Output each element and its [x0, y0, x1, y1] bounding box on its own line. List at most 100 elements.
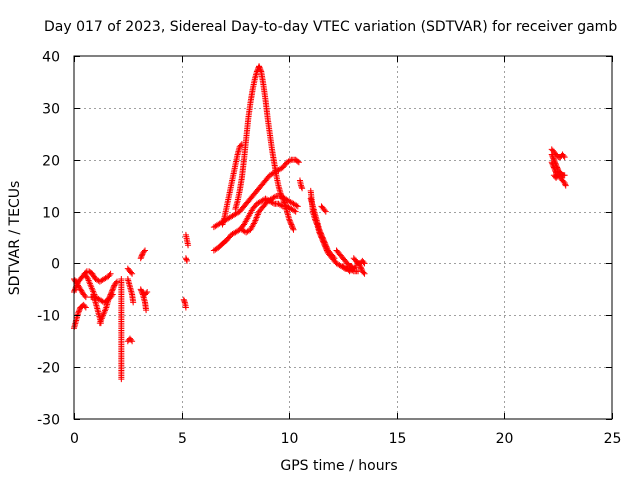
data-point: [288, 222, 295, 229]
data-point: [256, 63, 263, 70]
data-point: [105, 295, 112, 302]
data-point: [549, 152, 556, 159]
data-point: [76, 307, 83, 314]
data-point: [548, 159, 555, 166]
data-point: [294, 158, 301, 165]
y-tick-label: -30: [37, 413, 60, 429]
data-point: [350, 265, 357, 272]
y-tick-label: -10: [37, 309, 60, 325]
data-point: [361, 260, 368, 267]
data-point-group: [256, 63, 297, 233]
data-point-group: [307, 195, 338, 262]
data-point-group: [96, 278, 121, 327]
y-tick-label: 20: [42, 154, 60, 170]
data-point-group: [318, 203, 329, 215]
x-tick-label: 0: [70, 431, 79, 447]
data-point-group: [124, 335, 136, 345]
y-tick-labels: -30 -20 -10 0 10 20 30 40: [37, 50, 60, 429]
data-point: [323, 243, 330, 250]
data-point: [143, 307, 150, 314]
data-point: [317, 230, 324, 237]
x-tick-label: 5: [178, 431, 187, 447]
data-point-group: [124, 265, 136, 277]
y-tick-label: 30: [42, 102, 60, 118]
data-point: [82, 304, 89, 311]
data-point: [108, 290, 115, 297]
data-point: [257, 65, 264, 72]
x-tick-label: 15: [389, 431, 407, 447]
y-axis-label: SDTVAR / TECUs: [7, 181, 23, 296]
data-point: [286, 217, 293, 224]
x-tick-labels: 0 5 10 15 20 25: [70, 431, 621, 447]
data-point: [81, 292, 88, 299]
data-point: [321, 239, 328, 246]
data-point-group: [182, 231, 192, 249]
data-point: [106, 272, 113, 279]
data-point: [128, 336, 135, 343]
data-point: [318, 231, 325, 238]
data-point: [271, 193, 278, 200]
data-point-group: [296, 177, 306, 192]
data-point: [182, 304, 189, 311]
grid-lines: [74, 56, 612, 419]
data-point: [550, 164, 557, 171]
data-point: [84, 274, 91, 281]
data-point: [183, 256, 190, 263]
data-point-group: [86, 268, 114, 285]
data-point: [293, 202, 300, 209]
data-point: [107, 292, 114, 299]
data-point: [321, 207, 328, 214]
data-point: [361, 270, 368, 277]
y-tick-label: -20: [37, 361, 60, 377]
data-point: [286, 216, 293, 223]
data-point: [269, 199, 276, 206]
data-point: [182, 255, 189, 262]
data-point: [287, 220, 294, 227]
data-point: [349, 266, 356, 273]
data-point: [138, 253, 145, 260]
data-point: [75, 309, 82, 316]
data-point: [561, 172, 568, 179]
data-point: [292, 208, 299, 215]
data-point: [291, 207, 298, 214]
data-point: [256, 64, 263, 71]
data-point: [138, 252, 145, 259]
data-point: [257, 67, 264, 74]
data-point: [358, 265, 365, 272]
data-point: [252, 215, 259, 222]
data-point: [110, 285, 117, 292]
data-point: [112, 279, 119, 286]
data-point: [109, 286, 116, 293]
data-point: [316, 226, 323, 233]
data-point: [128, 269, 135, 276]
data-point: [298, 182, 305, 189]
x-tick-label: 10: [281, 431, 299, 447]
data-point: [72, 286, 79, 293]
data-point-group: [548, 146, 568, 161]
data-point: [556, 170, 563, 177]
data-point: [130, 299, 137, 306]
data-point-group: [352, 257, 368, 267]
data-point: [287, 218, 294, 225]
data-point-group: [182, 255, 190, 264]
data-point: [254, 211, 261, 218]
data-point: [105, 296, 112, 303]
data-point: [322, 240, 329, 247]
data-point: [551, 167, 558, 174]
data-point: [550, 155, 557, 162]
data-point-group: [550, 169, 564, 181]
axis-ticks: [74, 56, 613, 420]
data-point: [137, 255, 144, 262]
data-points: [71, 63, 569, 383]
data-point: [107, 291, 114, 298]
data-point: [295, 159, 302, 166]
data-point: [142, 247, 149, 254]
data-point: [75, 308, 82, 315]
data-point: [143, 290, 150, 297]
data-point: [289, 225, 296, 232]
data-point: [331, 255, 338, 262]
data-point: [320, 237, 327, 244]
data-point-group: [340, 263, 357, 275]
data-point: [289, 224, 296, 231]
data-point: [108, 288, 115, 295]
